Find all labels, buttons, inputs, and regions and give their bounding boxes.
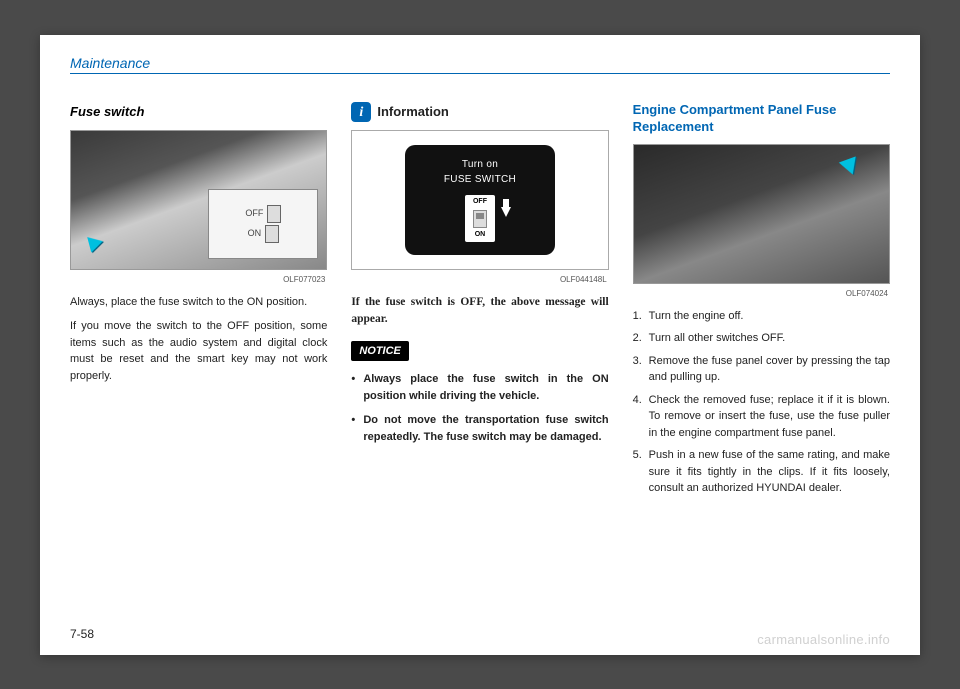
column-1: Fuse switch OFF ON OLF077023 Always, pla… bbox=[70, 102, 327, 503]
on-label: ON bbox=[467, 230, 493, 241]
list-item: Do not move the transportation fuse swit… bbox=[351, 412, 608, 445]
engine-compartment-figure bbox=[633, 144, 890, 284]
switch-graphic: OFF ON bbox=[465, 195, 495, 242]
header-rule bbox=[70, 73, 890, 75]
screen-line-2: FUSE SWITCH bbox=[444, 172, 516, 187]
fuse-switch-inset: OFF ON bbox=[208, 189, 318, 259]
figure-label: OLF044148L bbox=[351, 274, 608, 286]
slider-icon bbox=[473, 210, 487, 228]
paragraph: Always, place the fuse switch to the ON … bbox=[70, 294, 327, 311]
list-item: Remove the fuse panel cover by pressing … bbox=[633, 353, 890, 386]
serif-paragraph: If the fuse switch is OFF, the above mes… bbox=[351, 294, 608, 329]
switch-icon bbox=[267, 205, 281, 223]
notice-badge: NOTICE bbox=[351, 341, 409, 362]
list-item: Push in a new fuse of the same rating, a… bbox=[633, 447, 890, 497]
dashboard-screen: Turn on FUSE SWITCH OFF ON bbox=[405, 145, 555, 255]
column-3: Engine Compartment Panel Fuse Replacemen… bbox=[633, 102, 890, 503]
page-number: 7-58 bbox=[70, 627, 94, 641]
section-header: Maintenance bbox=[70, 55, 890, 73]
figure-label: OLF077023 bbox=[70, 274, 327, 286]
figure-label: OLF074024 bbox=[633, 288, 890, 300]
information-header: i Information bbox=[351, 102, 608, 122]
off-label: OFF bbox=[467, 197, 493, 208]
step-list: Turn the engine off. Turn all other swit… bbox=[633, 308, 890, 497]
content-columns: Fuse switch OFF ON OLF077023 Always, pla… bbox=[70, 102, 890, 503]
engine-fuse-title: Engine Compartment Panel Fuse Replacemen… bbox=[633, 102, 890, 136]
column-2: i Information Turn on FUSE SWITCH OFF ON… bbox=[351, 102, 608, 503]
paragraph: If you move the switch to the OFF positi… bbox=[70, 318, 327, 384]
watermark: carmanualsonline.info bbox=[757, 632, 890, 647]
off-label: OFF bbox=[245, 207, 263, 221]
down-arrow-icon bbox=[501, 207, 511, 217]
notice-list: Always place the fuse switch in the ON p… bbox=[351, 371, 608, 445]
screen-line-1: Turn on bbox=[462, 157, 498, 172]
info-icon: i bbox=[351, 102, 371, 122]
information-title: Information bbox=[377, 102, 449, 122]
list-item: Turn all other switches OFF. bbox=[633, 330, 890, 347]
list-item: Turn the engine off. bbox=[633, 308, 890, 325]
list-item: Always place the fuse switch in the ON p… bbox=[351, 371, 608, 404]
switch-icon bbox=[265, 225, 279, 243]
list-item: Check the removed fuse; replace it if it… bbox=[633, 392, 890, 442]
on-label: ON bbox=[248, 227, 262, 241]
arrow-icon bbox=[839, 156, 861, 177]
screen-figure: Turn on FUSE SWITCH OFF ON bbox=[351, 130, 608, 270]
fuse-switch-title: Fuse switch bbox=[70, 102, 327, 122]
manual-page: Maintenance Fuse switch OFF ON OLF077023… bbox=[40, 35, 920, 655]
fuse-switch-figure: OFF ON bbox=[70, 130, 327, 270]
arrow-icon bbox=[87, 233, 105, 252]
